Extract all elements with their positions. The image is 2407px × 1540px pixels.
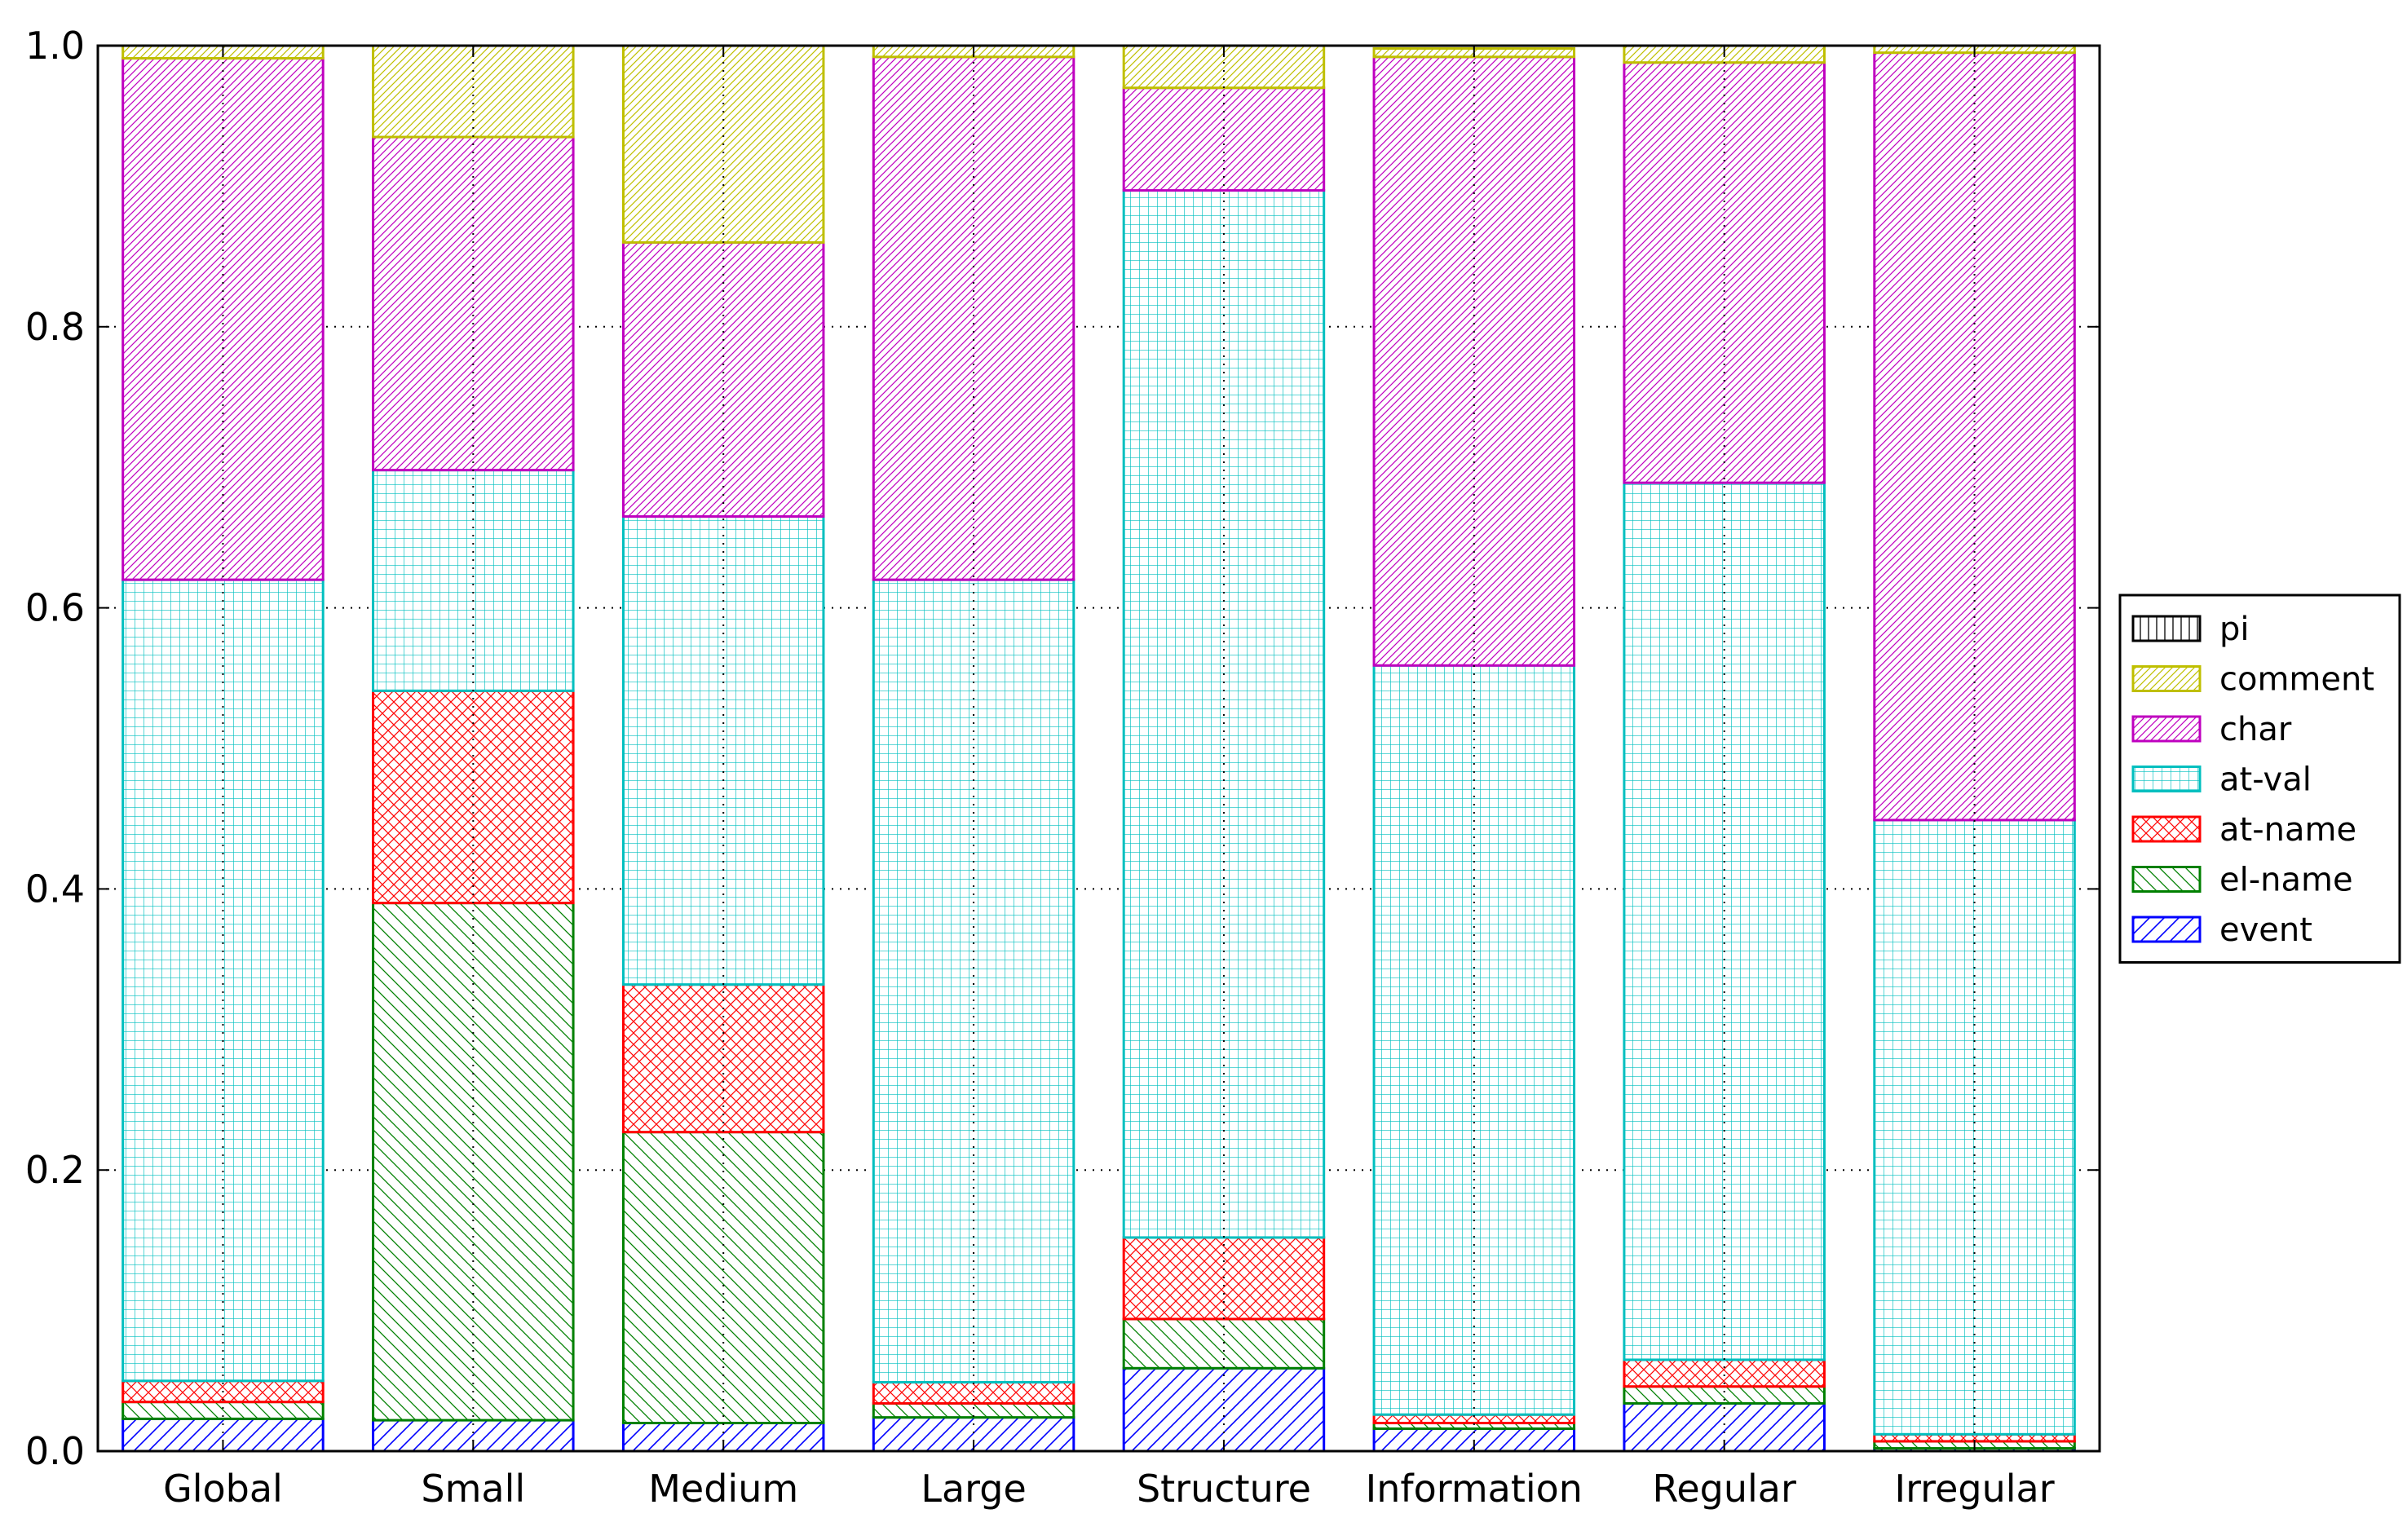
bar-event-structure — [1122, 1366, 1326, 1453]
y-tick-label-3: 0.6 — [25, 586, 85, 630]
plot-frame — [96, 44, 2101, 1453]
tick-labels: 0.0 0.2 0.4 0.6 0.8 1.0 Global Small Medium Large… — [25, 24, 2055, 1511]
y-tick-label-5: 1.0 — [25, 24, 85, 68]
x-tick-label-large: Large — [921, 1467, 1026, 1511]
bar-stack-information — [1372, 46, 1576, 1453]
legend-label-event: event — [2219, 911, 2312, 949]
bar-el-name-structure — [1122, 1317, 1326, 1370]
bar-at-name-regular — [1623, 1358, 1826, 1388]
bar-char-small — [372, 135, 575, 472]
x-tick-label-global: Global — [163, 1467, 283, 1511]
bar-char-global — [121, 57, 325, 581]
bar-stack-medium — [621, 44, 825, 1453]
bar-char-regular — [1623, 61, 1826, 484]
legend-swatch-at-val — [2131, 766, 2202, 792]
x-tick-label-small: Small — [421, 1467, 525, 1511]
y-tick-label-4: 0.8 — [25, 305, 85, 349]
legend-label-at-name: at-name — [2219, 811, 2356, 849]
legend-label-pi: pi — [2219, 611, 2250, 648]
legend-swatch-el-name — [2131, 866, 2202, 893]
bar-at-val-irregular — [1873, 819, 2076, 1436]
bar-comment-small — [372, 44, 575, 139]
bar-at-val-global — [121, 578, 325, 1383]
legend-swatch-event — [2131, 916, 2202, 943]
legend-swatch-char — [2131, 715, 2202, 743]
bar-at-val-information — [1372, 664, 1576, 1416]
legend: pi comment char at-val at-name el-name event — [2118, 593, 2401, 964]
bar-stack-global — [121, 44, 325, 1453]
axes — [96, 44, 2101, 1453]
y-tick-label-1: 0.2 — [25, 1148, 85, 1192]
x-tick-label-regular: Regular — [1652, 1467, 1796, 1511]
legend-label-char: char — [2219, 711, 2292, 748]
bar-at-val-small — [372, 469, 575, 692]
bar-at-val-regular — [1623, 481, 1826, 1361]
legend-label-comment: comment — [2219, 661, 2374, 699]
x-tick-label-irregular: Irregular — [1895, 1467, 2055, 1511]
bar-at-name-medium — [621, 983, 825, 1134]
bar-at-val-large — [872, 578, 1075, 1384]
x-tick-label-information: Information — [1366, 1467, 1583, 1511]
bars — [121, 44, 2076, 1453]
bar-char-irregular — [1873, 51, 2076, 822]
x-tick-label-structure: Structure — [1137, 1467, 1311, 1511]
bar-stack-structure — [1122, 44, 1326, 1453]
legend-swatch-at-name — [2131, 815, 2202, 843]
bar-char-information — [1372, 55, 1576, 667]
legend-label-el-name: el-name — [2219, 862, 2353, 899]
y-tick-label-2: 0.4 — [25, 867, 85, 911]
x-tick-label-medium: Medium — [648, 1467, 798, 1511]
bar-stack-small — [372, 44, 575, 1453]
y-tick-label-0: 0.0 — [25, 1429, 85, 1473]
bar-el-name-regular — [1623, 1385, 1826, 1405]
legend-swatch-comment — [2131, 665, 2202, 692]
legend-label-at-val: at-val — [2219, 761, 2312, 799]
legend-swatch-pi — [2131, 615, 2202, 642]
bar-at-val-medium — [621, 515, 825, 986]
bar-char-large — [872, 55, 1075, 581]
bar-stack-regular — [1623, 44, 1826, 1453]
bar-stack-large — [872, 44, 1075, 1453]
bar-stack-irregular — [1873, 44, 2076, 1453]
